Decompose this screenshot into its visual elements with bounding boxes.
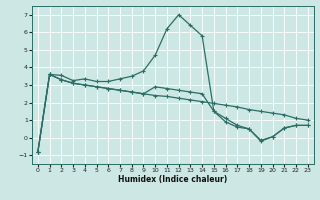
X-axis label: Humidex (Indice chaleur): Humidex (Indice chaleur)	[118, 175, 228, 184]
